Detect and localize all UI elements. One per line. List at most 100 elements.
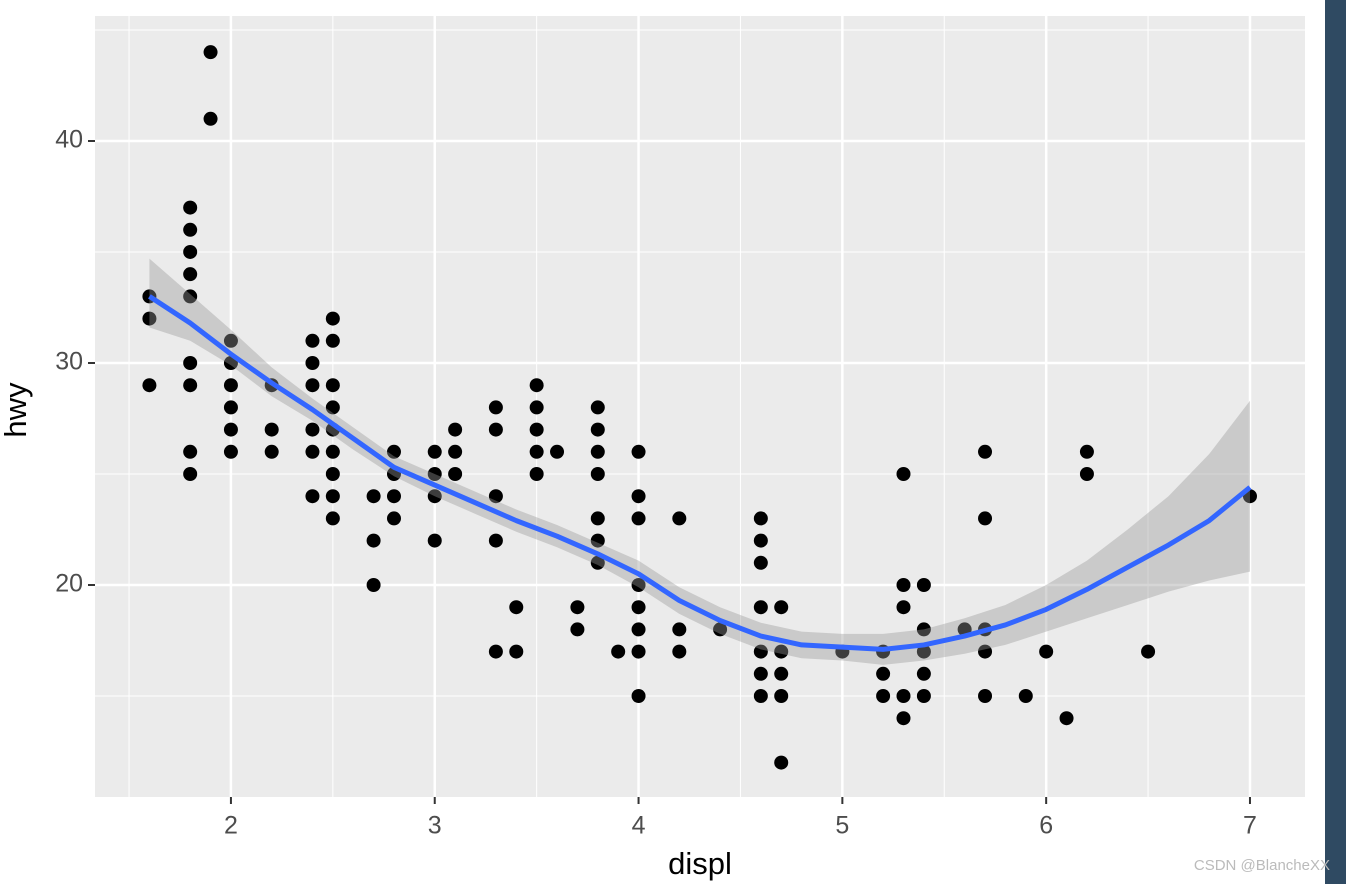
- point: [590, 444, 605, 459]
- point: [978, 444, 993, 459]
- point: [590, 466, 605, 481]
- point: [325, 444, 340, 459]
- point: [896, 688, 911, 703]
- point: [753, 511, 768, 526]
- point: [386, 511, 401, 526]
- point: [223, 422, 238, 437]
- point: [427, 466, 442, 481]
- point: [896, 466, 911, 481]
- point: [916, 666, 931, 681]
- x-tick-label: 6: [1039, 812, 1053, 840]
- point: [183, 267, 198, 282]
- point: [325, 311, 340, 326]
- point: [325, 400, 340, 415]
- y-tick-label: 40: [55, 126, 83, 154]
- point: [325, 489, 340, 504]
- panel: [95, 16, 1305, 797]
- point: [978, 644, 993, 659]
- point: [631, 444, 646, 459]
- point: [325, 466, 340, 481]
- point: [223, 378, 238, 393]
- point: [1039, 644, 1054, 659]
- point: [978, 688, 993, 703]
- point: [774, 755, 789, 770]
- point: [448, 422, 463, 437]
- point: [529, 422, 544, 437]
- point: [203, 111, 218, 126]
- point: [325, 333, 340, 348]
- point: [774, 666, 789, 681]
- point: [325, 378, 340, 393]
- point: [427, 489, 442, 504]
- y-tick-label: 30: [55, 348, 83, 376]
- point: [631, 600, 646, 615]
- x-tick-label: 2: [224, 812, 238, 840]
- point: [183, 444, 198, 459]
- point: [753, 644, 768, 659]
- side-bar: [1325, 0, 1346, 884]
- point: [325, 511, 340, 526]
- point: [183, 244, 198, 259]
- x-tick-label: 3: [428, 812, 442, 840]
- point: [672, 511, 687, 526]
- point: [631, 644, 646, 659]
- point: [183, 289, 198, 304]
- point: [183, 378, 198, 393]
- point: [590, 511, 605, 526]
- x-tick-label: 7: [1243, 812, 1257, 840]
- point: [223, 400, 238, 415]
- point: [203, 45, 218, 60]
- x-axis-title: displ: [668, 846, 732, 881]
- point: [529, 444, 544, 459]
- point: [753, 688, 768, 703]
- point: [305, 333, 320, 348]
- point: [753, 533, 768, 548]
- point: [366, 533, 381, 548]
- point: [774, 644, 789, 659]
- point: [590, 400, 605, 415]
- point: [305, 422, 320, 437]
- point: [427, 533, 442, 548]
- point: [611, 644, 626, 659]
- point: [672, 644, 687, 659]
- point: [713, 622, 728, 637]
- point: [264, 422, 279, 437]
- point: [448, 466, 463, 481]
- point: [386, 444, 401, 459]
- point: [570, 622, 585, 637]
- point: [427, 444, 442, 459]
- point: [142, 378, 157, 393]
- point: [876, 688, 891, 703]
- point: [916, 622, 931, 637]
- watermark: CSDN @BlancheXX: [1194, 857, 1330, 874]
- point: [1018, 688, 1033, 703]
- point: [223, 444, 238, 459]
- point: [223, 333, 238, 348]
- point: [1059, 711, 1074, 726]
- point: [590, 533, 605, 548]
- point: [305, 378, 320, 393]
- point: [305, 489, 320, 504]
- point: [774, 688, 789, 703]
- point: [183, 466, 198, 481]
- y-tick-label: 20: [55, 570, 83, 598]
- point: [488, 489, 503, 504]
- point: [488, 400, 503, 415]
- point: [183, 222, 198, 237]
- point: [529, 400, 544, 415]
- point: [631, 489, 646, 504]
- point: [448, 444, 463, 459]
- point: [488, 644, 503, 659]
- point: [305, 444, 320, 459]
- point: [916, 644, 931, 659]
- point: [529, 378, 544, 393]
- x-tick-label: 5: [835, 812, 849, 840]
- point: [366, 489, 381, 504]
- point: [896, 600, 911, 615]
- point: [366, 577, 381, 592]
- point: [305, 355, 320, 370]
- point: [978, 511, 993, 526]
- point: [1141, 644, 1156, 659]
- smooth-line: [148, 294, 1252, 652]
